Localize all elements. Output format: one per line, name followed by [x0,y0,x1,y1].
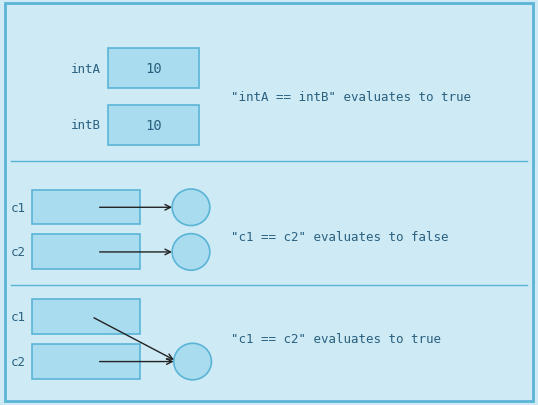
Ellipse shape [174,343,211,380]
Text: c1: c1 [11,310,26,324]
Text: c2: c2 [11,355,26,368]
Text: "intA == intB" evaluates to true: "intA == intB" evaluates to true [231,91,471,104]
Bar [108,49,199,89]
Text: 10: 10 [145,62,162,76]
Text: c1: c1 [11,201,26,214]
Text: "c1 == c2" evaluates to true: "c1 == c2" evaluates to true [231,332,441,345]
Text: intB: intB [71,119,101,132]
Bar [32,344,140,379]
Text: 10: 10 [145,119,162,132]
Text: "c1 == c2" evaluates to false: "c1 == c2" evaluates to false [231,230,449,243]
Text: c2: c2 [11,245,26,259]
Bar [32,190,140,225]
Bar [108,105,199,146]
Bar [32,300,140,334]
Ellipse shape [172,234,210,271]
Bar [32,235,140,269]
Ellipse shape [172,190,210,226]
Text: intA: intA [71,62,101,75]
